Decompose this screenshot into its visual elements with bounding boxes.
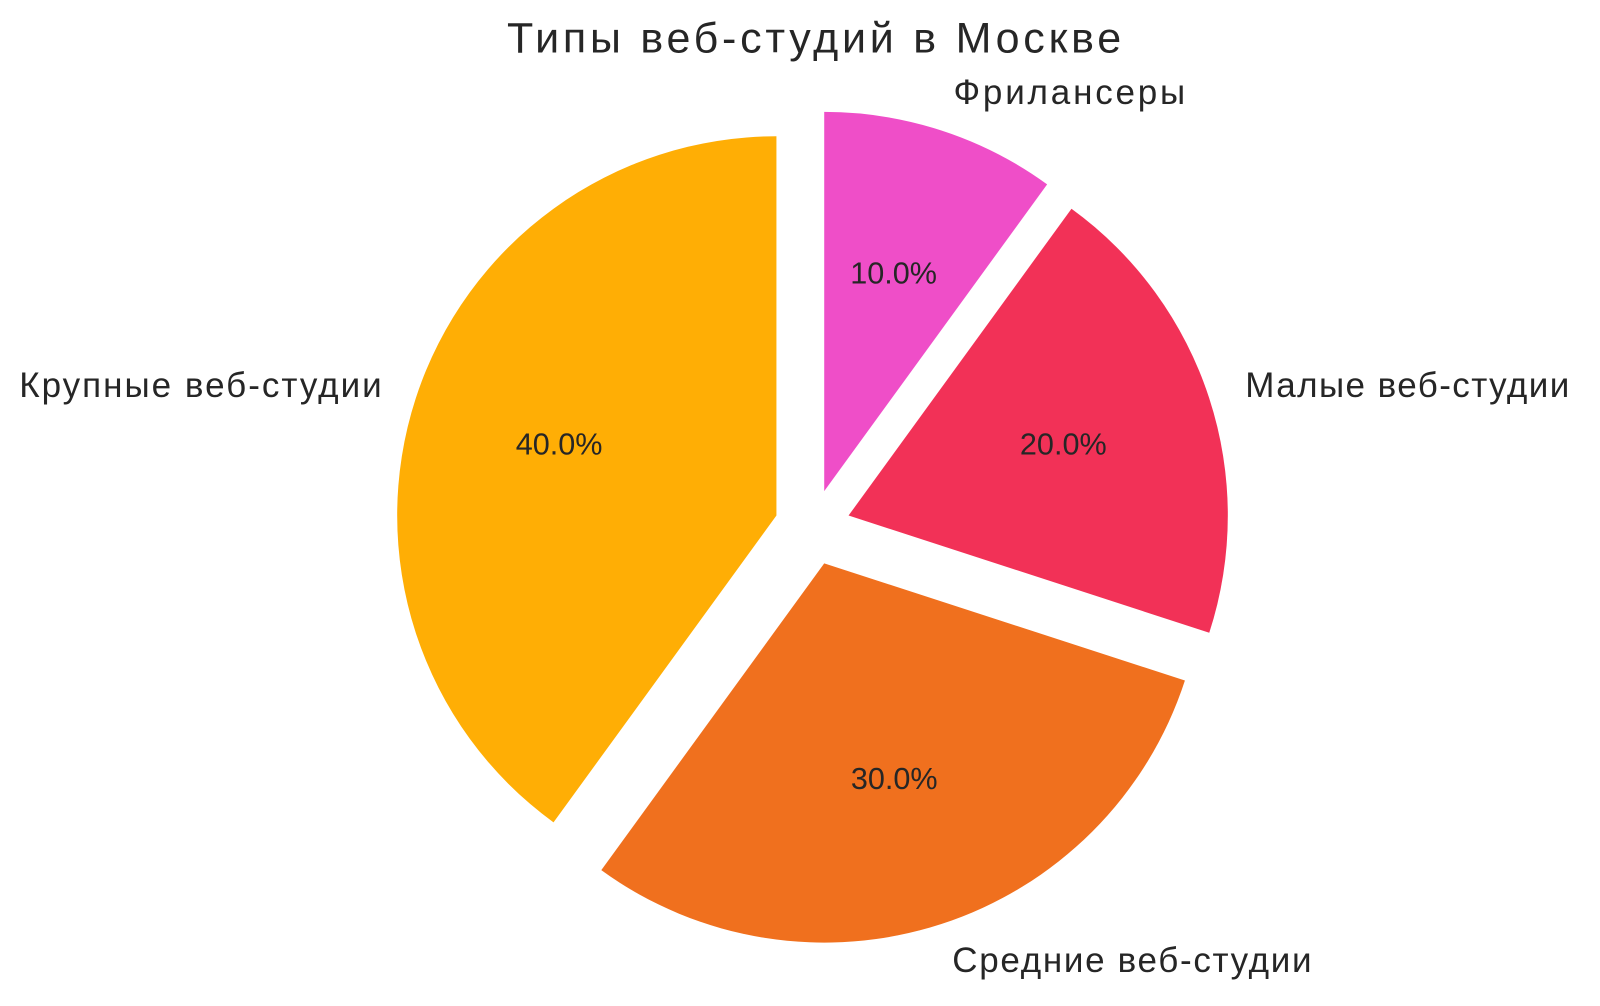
svg-text:10.0%: 10.0%: [850, 256, 937, 290]
svg-text:30.0%: 30.0%: [851, 762, 938, 796]
svg-text:Фрилансеры: Фрилансеры: [954, 73, 1189, 112]
svg-text:Типы веб-студий в Москве: Типы веб-студий в Москве: [507, 15, 1125, 63]
svg-text:20.0%: 20.0%: [1020, 428, 1107, 462]
svg-text:40.0%: 40.0%: [516, 428, 603, 462]
svg-text:Крупные веб-студии: Крупные веб-студии: [19, 366, 384, 405]
svg-text:Малые веб-студии: Малые веб-студии: [1245, 366, 1570, 405]
svg-text:Средние веб-студии: Средние веб-студии: [952, 941, 1313, 980]
